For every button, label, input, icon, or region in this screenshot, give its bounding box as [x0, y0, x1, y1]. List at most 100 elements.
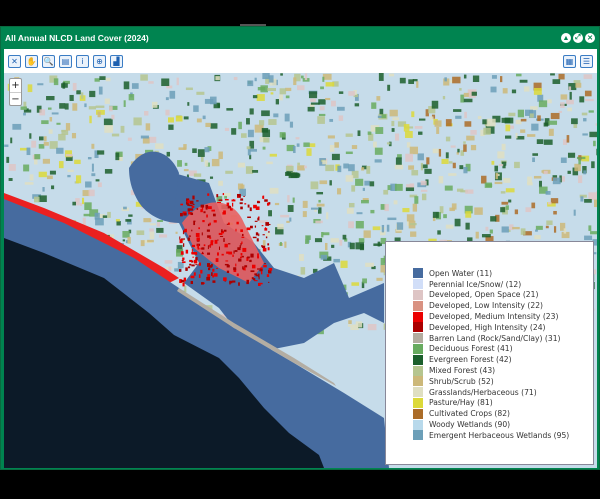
land-patch: [204, 160, 209, 167]
developed-patch: [179, 279, 182, 283]
land-patch: [380, 257, 386, 266]
land-patch: [296, 143, 300, 147]
land-patch: [177, 261, 184, 269]
land-patch: [117, 153, 123, 161]
legend-label: Mixed Forest (43): [429, 366, 496, 376]
developed-patch: [232, 254, 234, 257]
land-patch: [149, 231, 155, 239]
land-patch: [399, 77, 406, 84]
land-patch: [123, 100, 126, 107]
land-patch: [280, 73, 283, 76]
land-patch: [500, 76, 503, 83]
land-patch: [204, 147, 210, 153]
land-patch: [391, 128, 395, 132]
land-patch: [494, 172, 502, 181]
developed-patch: [191, 249, 193, 253]
land-patch: [573, 123, 578, 129]
land-patch: [279, 88, 287, 95]
land-patch: [412, 203, 418, 212]
land-patch: [355, 178, 364, 186]
land-patch: [464, 111, 467, 119]
land-patch: [312, 268, 318, 273]
layers-button[interactable]: ▤: [59, 54, 72, 68]
land-patch: [23, 164, 30, 172]
land-patch: [225, 170, 233, 174]
land-patch: [419, 118, 426, 121]
legend-label: Shrub/Scrub (52): [429, 376, 494, 386]
map-view[interactable]: + − Open Water (11) Perennial Ice/Snow/ (…: [4, 73, 597, 468]
land-patch: [84, 103, 87, 108]
land-patch: [325, 82, 335, 87]
land-patch: [218, 180, 223, 186]
land-patch: [470, 130, 477, 135]
info-button[interactable]: i: [76, 54, 89, 68]
land-patch: [71, 132, 77, 139]
zoom-out-button[interactable]: −: [10, 92, 21, 105]
land-patch: [361, 281, 365, 289]
land-patch: [261, 110, 270, 117]
land-patch: [380, 237, 387, 245]
land-patch: [459, 165, 464, 170]
land-patch: [285, 171, 292, 176]
land-patch: [405, 153, 413, 162]
download-button[interactable]: ⊕: [93, 54, 106, 68]
land-patch: [515, 132, 518, 139]
land-patch: [391, 120, 395, 127]
land-patch: [268, 119, 277, 125]
land-patch: [456, 151, 460, 155]
developed-patch: [257, 256, 259, 259]
developed-patch: [200, 209, 203, 213]
legend-list-button[interactable]: ☰: [580, 54, 593, 68]
developed-patch: [192, 203, 195, 206]
land-patch: [502, 88, 508, 94]
land-patch: [122, 230, 130, 238]
land-patch: [444, 185, 453, 191]
restore-button[interactable]: ⤢: [573, 33, 583, 43]
land-patch: [224, 195, 228, 199]
land-patch: [425, 179, 429, 186]
land-patch: [82, 217, 86, 226]
land-patch: [465, 163, 471, 172]
drag-handle[interactable]: [240, 24, 266, 26]
developed-patch: [242, 233, 244, 237]
developed-patch: [234, 250, 238, 252]
land-patch: [560, 157, 567, 163]
land-patch: [584, 235, 593, 241]
land-patch: [374, 147, 383, 155]
minimize-button[interactable]: ▲: [561, 33, 571, 43]
chart-button[interactable]: ▟: [110, 54, 123, 68]
land-patch: [508, 112, 516, 117]
land-patch: [147, 239, 154, 243]
land-patch: [74, 159, 81, 165]
land-patch: [135, 201, 143, 207]
zoom-in-button[interactable]: +: [11, 80, 20, 91]
land-patch: [507, 229, 511, 232]
legend-item: Developed, Medium Intensity (23): [413, 311, 593, 322]
land-patch: [286, 144, 295, 152]
land-patch: [65, 150, 72, 158]
zoom-in-button[interactable]: 🔍: [42, 54, 55, 68]
land-patch: [24, 182, 34, 185]
land-patch: [573, 80, 581, 84]
download-icon: ⊕: [96, 56, 103, 66]
developed-patch: [206, 276, 211, 281]
land-patch: [593, 252, 597, 255]
calendar-button[interactable]: ▦: [563, 54, 576, 68]
land-patch: [49, 141, 58, 149]
land-patch: [550, 198, 559, 204]
developed-patch: [189, 263, 192, 266]
land-patch: [355, 220, 364, 229]
land-patch: [82, 190, 90, 197]
developed-patch: [265, 222, 270, 226]
close-button[interactable]: ✕: [585, 33, 595, 43]
developed-patch: [264, 227, 267, 229]
pan-button[interactable]: ✋: [25, 54, 38, 68]
developed-patch: [258, 216, 260, 219]
developed-patch: [202, 251, 204, 255]
land-patch: [273, 113, 279, 118]
land-patch: [306, 148, 312, 156]
full-extent-button[interactable]: ✕: [8, 54, 21, 68]
land-patch: [262, 146, 266, 150]
land-patch: [485, 236, 494, 243]
window-header: All Annual NLCD Land Cover (2024) ▲ ⤢ ✕: [1, 27, 599, 49]
